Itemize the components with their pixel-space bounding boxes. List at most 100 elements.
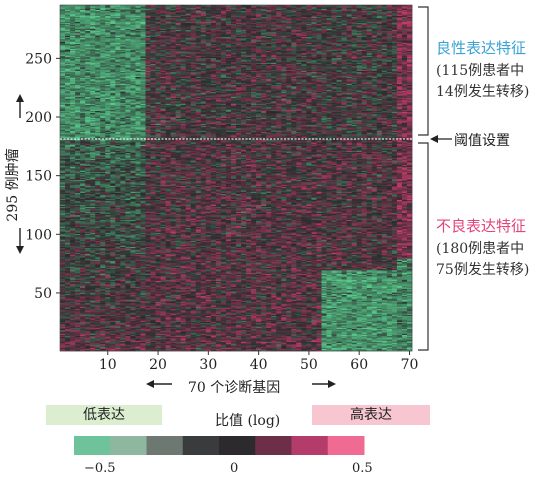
heatmap-cell — [356, 349, 363, 352]
heatmap-cell — [230, 339, 237, 341]
heatmap-cell — [251, 340, 257, 342]
heatmap-cell — [175, 339, 181, 341]
heatmap-cell — [321, 335, 327, 338]
heatmap-cell — [336, 339, 342, 341]
heatmap-cell — [311, 343, 317, 346]
heatmap-cell — [115, 334, 121, 337]
heatmap-cell — [266, 342, 272, 345]
heatmap-cell — [276, 336, 282, 339]
heatmap-cell — [241, 340, 247, 342]
heatmap-cell — [135, 339, 141, 341]
heatmap-cell — [301, 339, 307, 341]
heatmap-cell — [341, 345, 347, 347]
heatmap-cell — [276, 348, 282, 351]
heatmap-cell — [311, 341, 317, 344]
heatmap-cell — [281, 346, 287, 348]
heatmap-cell — [261, 347, 267, 349]
heatmap-cell — [160, 348, 166, 351]
heatmap-cell — [391, 341, 398, 344]
heatmap-cell — [326, 335, 332, 338]
heatmap-cell — [281, 338, 287, 340]
heatmap-cell — [170, 341, 176, 344]
heatmap-cell — [246, 335, 252, 338]
heatmap-cell — [110, 348, 116, 351]
heatmap-cell — [381, 349, 388, 352]
heatmap-cell — [246, 340, 252, 342]
heatmap-cell — [180, 334, 187, 337]
heatmap-cell — [266, 343, 272, 346]
heatmap-cell — [225, 334, 232, 337]
heatmap-cell — [125, 336, 131, 339]
heatmap-cell — [85, 334, 91, 337]
heatmap-cell — [100, 341, 106, 344]
heatmap-cell — [406, 342, 413, 345]
heatmap-cell — [241, 343, 247, 346]
heatmap-cell — [200, 334, 207, 337]
heatmap-cell — [130, 343, 136, 346]
heatmap-cell — [366, 338, 373, 340]
heatmap-cell — [180, 347, 187, 349]
heatmap-cell — [356, 338, 363, 340]
heatmap-cell — [70, 343, 76, 346]
heatmap-cell — [70, 333, 76, 335]
heatmap-cell — [301, 340, 307, 342]
heatmap-cell — [376, 347, 383, 349]
heatmap-cell — [230, 341, 237, 344]
heatmap-cell — [205, 347, 212, 349]
heatmap-cell — [120, 336, 126, 339]
heatmap-cell — [401, 340, 408, 342]
heatmap-cell — [170, 336, 176, 339]
heatmap-cell — [65, 335, 71, 338]
heatmap-cell — [180, 342, 187, 345]
heatmap-cell — [145, 348, 151, 351]
heatmap-cell — [396, 339, 403, 341]
heatmap-cell — [210, 334, 217, 337]
heatmap-cell — [215, 349, 222, 352]
heatmap-cell — [341, 340, 347, 342]
heatmap-cell — [326, 343, 332, 346]
heatmap-cell — [160, 341, 166, 344]
heatmap-cell — [261, 338, 267, 340]
heatmap-cell — [241, 346, 247, 348]
heatmap-cell — [110, 345, 116, 347]
heatmap-cell — [225, 343, 232, 346]
heatmap-cell — [266, 347, 272, 349]
heatmap-cell — [366, 342, 373, 345]
heatmap-cell — [241, 349, 247, 352]
heatmap-cell — [351, 348, 357, 351]
heatmap-cell — [95, 333, 101, 335]
heatmap-cell — [301, 336, 307, 339]
heatmap-cell — [236, 335, 242, 338]
heatmap-cell — [306, 339, 312, 341]
heatmap-cell — [155, 346, 161, 348]
heatmap-cell — [115, 336, 121, 339]
heatmap-cell — [251, 335, 257, 338]
heatmap-cell — [115, 346, 121, 348]
heatmap-cell — [165, 340, 171, 342]
heatmap-cell — [406, 343, 413, 346]
heatmap-cell — [80, 348, 86, 351]
heatmap-cell — [306, 341, 312, 344]
heatmap-cell — [286, 343, 292, 346]
heatmap-cell — [306, 348, 312, 351]
heatmap-cell — [301, 335, 307, 338]
heatmap-cell — [80, 334, 86, 337]
heatmap-cell — [85, 346, 91, 348]
heatmap-cell — [356, 347, 363, 349]
heatmap-cell — [321, 341, 327, 344]
heatmap-cell — [256, 341, 262, 344]
heatmap-cell — [195, 347, 202, 349]
heatmap-cell — [175, 345, 181, 347]
heatmap-cell — [180, 343, 187, 346]
heatmap-cell — [321, 334, 327, 337]
heatmap-cell — [236, 343, 242, 346]
heatmap-cell — [125, 342, 131, 345]
heatmap-cell — [281, 339, 287, 341]
heatmap-cell — [95, 342, 101, 345]
heatmap-cell — [60, 338, 66, 340]
heatmap-cell — [271, 345, 277, 347]
heatmap-cell — [100, 338, 106, 340]
heatmap-cell — [331, 339, 337, 341]
heatmap-cell — [145, 342, 151, 345]
heatmap-cell — [115, 335, 121, 338]
